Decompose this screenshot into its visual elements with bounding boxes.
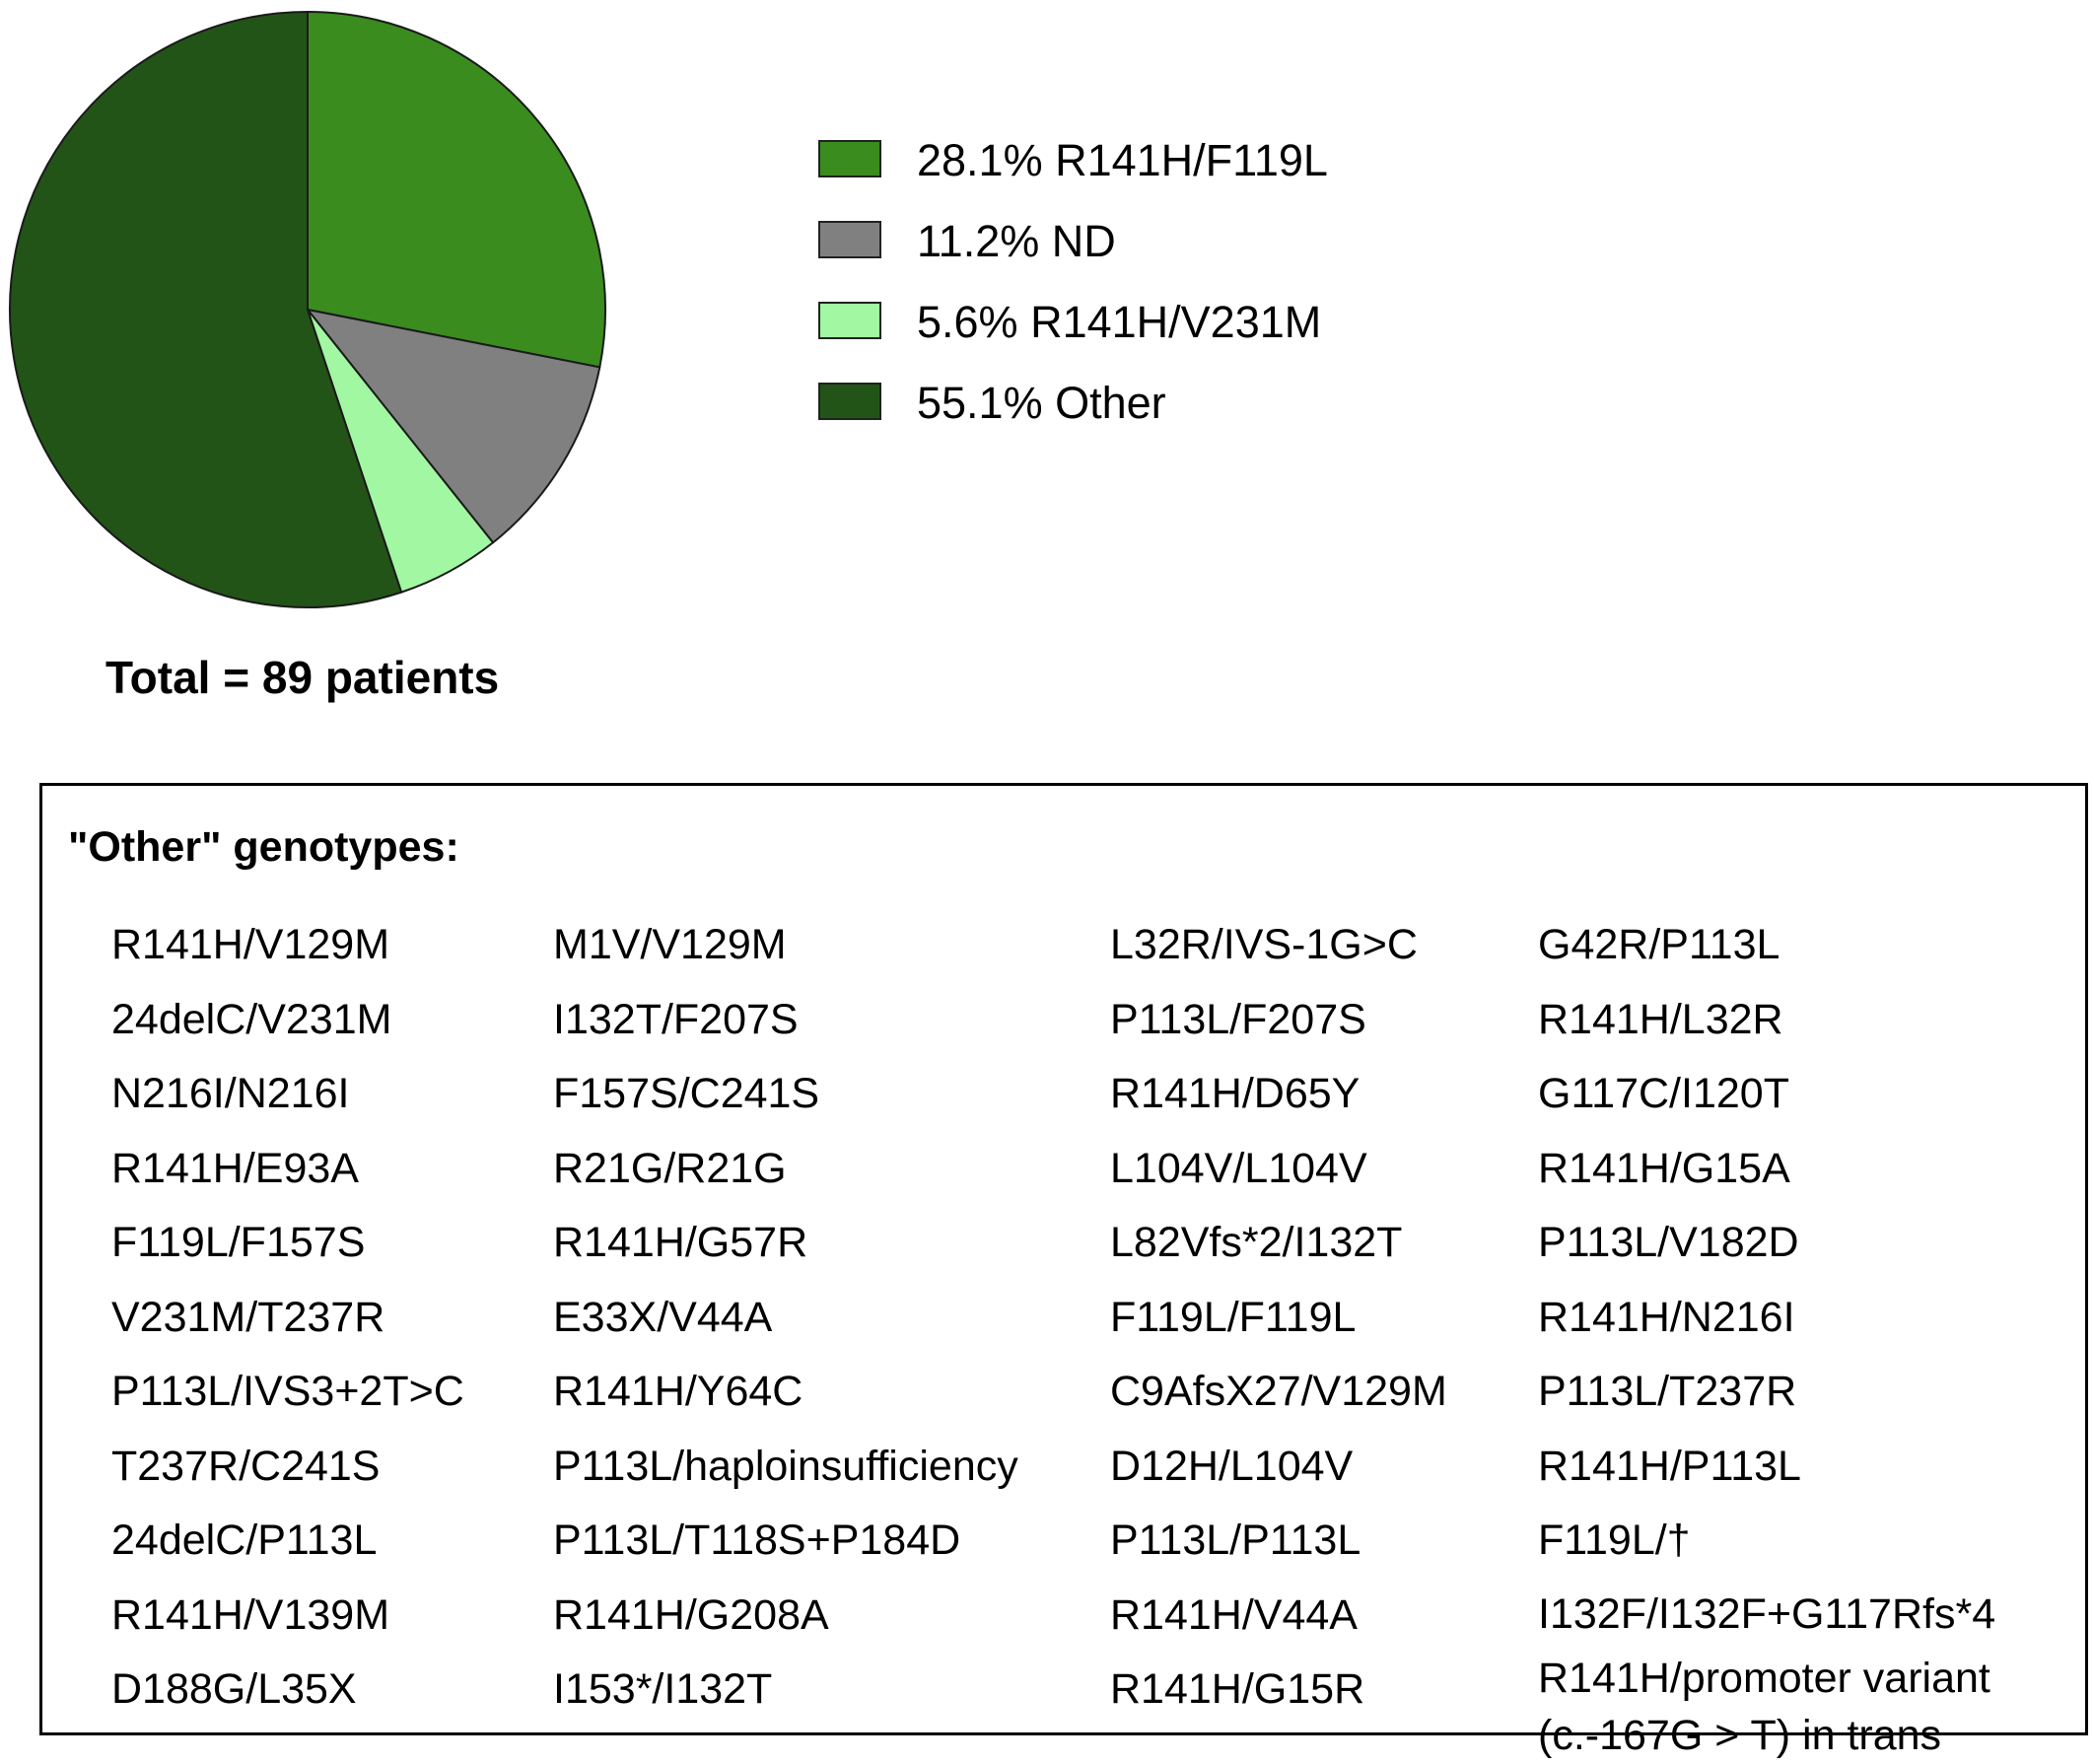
genotype-entry: L104V/L104V: [1110, 1144, 1367, 1192]
genotype-entry: G42R/P113L: [1538, 921, 1780, 968]
genotype-entry: P113L/T118S+P184D: [553, 1517, 961, 1564]
genotype-entry: R141H/promoter variant: [1538, 1654, 1990, 1702]
genotype-entry: G117C/I120T: [1538, 1070, 1789, 1117]
genotype-entry: R141H/V129M: [111, 921, 390, 968]
pie-slice-other: [9, 10, 403, 608]
genotype-entry: F157S/C241S: [553, 1070, 820, 1117]
genotype-entry: P113L/F207S: [1110, 995, 1366, 1043]
legend-label: 28.1% R141H/F119L: [917, 135, 1328, 185]
pie-chart: [9, 10, 606, 608]
genotype-entry: C9AfsX27/V129M: [1110, 1368, 1447, 1415]
genotype-entry: R141H/G208A: [553, 1590, 829, 1639]
genotype-entry: R141H/L32R: [1538, 995, 1783, 1043]
genotype-entry: N216I/N216I: [111, 1070, 350, 1117]
genotype-entry: R21G/R21G: [553, 1144, 787, 1192]
genotype-entry: L32R/IVS-1G>C: [1110, 921, 1418, 968]
other-genotypes-title: "Other" genotypes:: [68, 823, 459, 871]
genotype-entry: F119L/†: [1538, 1517, 1691, 1564]
genotype-column-3: L32R/IVS-1G>C P113L/F207S R141H/D65Y L10…: [1110, 908, 1447, 1728]
legend-label: 5.6% R141H/V231M: [917, 297, 1322, 347]
genotype-entry: 24delC/P113L: [111, 1517, 378, 1564]
legend-swatch: [818, 302, 881, 339]
genotype-entry: I153*/I132T: [553, 1665, 773, 1713]
genotype-entry: R141H/D65Y: [1110, 1070, 1361, 1117]
other-genotypes-box: "Other" genotypes: R141H/V129M 24delC/V2…: [39, 783, 2088, 1759]
genotype-entry: R141H/G57R: [553, 1219, 808, 1266]
genotype-entry: L82Vfs*2/I132T: [1110, 1219, 1403, 1266]
total-label: Total = 89 patients: [105, 652, 500, 703]
genotype-entry: R141H/Y64C: [553, 1368, 803, 1415]
genotype-entry: M1V/V129M: [553, 921, 787, 968]
legend-swatch: [818, 383, 881, 420]
genotype-entry: I132F/I132F+G117Rfs*4: [1538, 1589, 1996, 1638]
genotype-entry: R141H/G15A: [1538, 1144, 1790, 1192]
genotype-entry: R141H/V139M: [111, 1590, 390, 1639]
genotype-entry: (c.-167G > T) in trans: [1538, 1711, 1942, 1759]
genotype-entry: D188G/L35X: [111, 1665, 357, 1713]
genotype-entry: T237R/C241S: [111, 1442, 381, 1490]
legend-swatch: [818, 221, 881, 258]
genotype-column-2: M1V/V129M I132T/F207S F157S/C241S R21G/R…: [553, 908, 1018, 1728]
pie-slice-r141h-f119l: [307, 10, 606, 369]
genotype-entry: R141H/N216I: [1538, 1293, 1795, 1341]
genotype-entry: R141H/P113L: [1538, 1442, 1801, 1490]
genotype-entry: F119L/F157S: [111, 1219, 366, 1266]
genotype-entry: V231M/T237R: [111, 1293, 385, 1341]
genotype-entry: I132T/F207S: [553, 995, 799, 1043]
genotype-entry: P113L/V182D: [1538, 1219, 1799, 1266]
genotype-entry: P113L/T237R: [1538, 1368, 1797, 1415]
genotype-entry: R141H/V44A: [1110, 1590, 1358, 1639]
genotype-entry: 24delC/V231M: [111, 995, 392, 1043]
genotype-column-4: G42R/P113L R141H/L32R G117C/I120T R141H/…: [1538, 908, 1995, 1764]
legend-swatch: [818, 140, 881, 177]
genotype-entry: P113L/haploinsufficiency: [553, 1442, 1018, 1490]
genotype-entry: R141H/G15R: [1110, 1665, 1365, 1713]
legend-label: 11.2% ND: [917, 216, 1116, 266]
genotype-entry: P113L/P113L: [1110, 1517, 1361, 1564]
genotype-entry: D12H/L104V: [1110, 1442, 1354, 1490]
genotype-column-1: R141H/V129M 24delC/V231M N216I/N216I R14…: [111, 908, 464, 1728]
genotype-entry: E33X/V44A: [553, 1293, 773, 1341]
genotype-entry: R141H/E93A: [111, 1144, 359, 1192]
genotype-entry: F119L/F119L: [1110, 1293, 1357, 1341]
pie-slice-nd: [305, 308, 601, 544]
genotype-entry: P113L/IVS3+2T>C: [111, 1368, 464, 1415]
legend-label: 55.1% Other: [917, 378, 1166, 428]
